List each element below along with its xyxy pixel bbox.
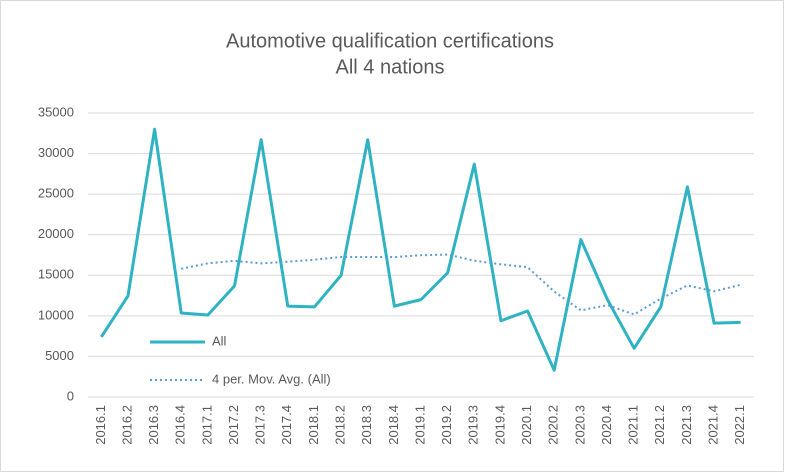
x-tick-label: 2021.1 [626,405,641,445]
series-line [100,127,741,372]
series-line [181,253,741,316]
x-tick-label: 2017.1 [199,405,214,445]
y-tick-label: 10000 [38,307,74,322]
x-tick-label: 2017.3 [253,405,268,445]
x-tick-label: 2019.1 [412,405,427,445]
x-tick-label: 2019.3 [466,405,481,445]
x-tick-label: 2016.3 [146,405,161,445]
x-tick-label: 2018.4 [386,405,401,445]
y-tick-label: 5000 [45,348,74,363]
x-tick-label: 2016.1 [93,405,108,445]
y-tick-label: 35000 [38,104,74,119]
x-tick-label: 2020.2 [546,405,561,445]
x-tick-label: 2021.2 [652,405,667,445]
x-tick-label: 2022.1 [732,405,747,445]
legend-label: All [212,333,227,348]
x-tick-label: 2020.1 [519,405,534,445]
y-tick-label: 0 [67,388,74,403]
x-tick-label: 2019.2 [439,405,454,445]
x-tick-label: 2020.3 [572,405,587,445]
y-tick-label: 30000 [38,145,74,160]
x-tick-label: 2016.4 [173,405,188,445]
x-tick-label: 2019.4 [492,405,507,445]
x-tick-label: 2018.3 [359,405,374,445]
y-tick-label: 25000 [38,186,74,201]
chart-subtitle: All 4 nations [336,56,445,78]
x-tick-label: 2021.4 [705,405,720,445]
chart-title: Automotive qualification certifications [226,30,554,52]
x-tick-label: 2017.2 [226,405,241,445]
x-tick-label: 2018.1 [306,405,321,445]
x-tick-label: 2021.3 [679,405,694,445]
y-tick-label: 20000 [38,226,74,241]
legend-label: 4 per. Mov. Avg. (All) [212,371,331,386]
y-tick-label: 15000 [38,267,74,282]
x-tick-label: 2020.4 [599,405,614,445]
x-tick-label: 2018.2 [333,405,348,445]
x-tick-label: 2016.2 [119,405,134,445]
x-tick-label: 2017.4 [279,405,294,445]
